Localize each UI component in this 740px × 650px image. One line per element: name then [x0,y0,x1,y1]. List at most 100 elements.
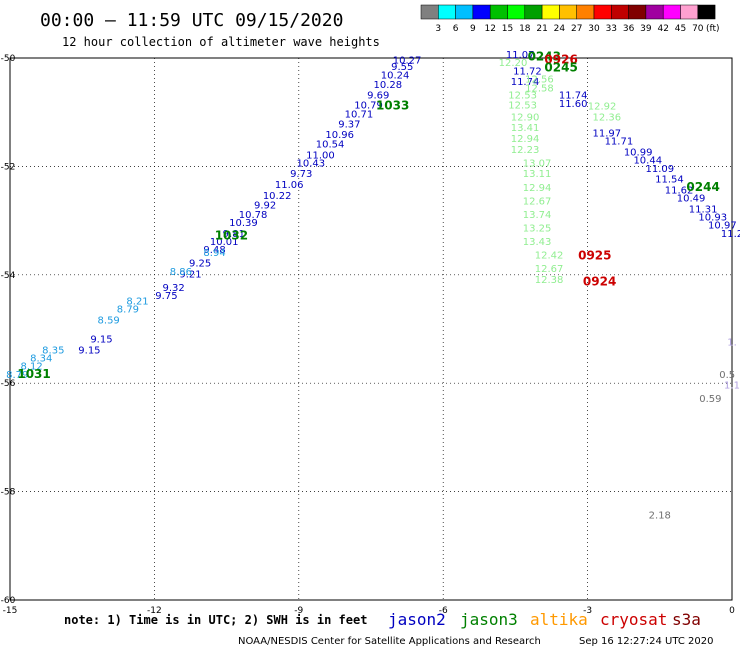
data-point-label: 0.59 [699,394,721,405]
data-point-label: 11.00 [306,150,335,161]
x-tick-label: -6 [439,606,448,616]
data-point-label: 9.69 [367,91,389,102]
pass-label: 0243 [528,50,561,64]
data-point-label: 11.71 [605,137,634,148]
data-point-label: 11.74 [511,77,540,88]
data-point-label: 11.54 [655,175,684,186]
data-point-label: 11.31 [689,204,718,215]
satellite-legend-entry: jason2 [388,610,446,629]
data-point-label: 12.38 [535,275,564,286]
data-point-label: 12.67 [523,196,552,207]
legend-swatch [472,4,491,20]
data-point-label: 10.49 [677,194,706,205]
satellite-legend: jason2 jason3 altika cryosat s3a [388,610,701,629]
legend-label: 70 [692,24,704,34]
y-tick-label: -50 [1,54,16,64]
data-point-label: 12.53 [508,91,537,102]
data-point-label: 9.81 [223,229,245,240]
legend-swatch [524,4,543,20]
data-point-label: 10.39 [229,218,258,229]
legend-swatch [680,4,699,20]
data-point-label: 8.12 [21,362,43,373]
chart-subtitle: 12 hour collection of altimeter wave hei… [62,35,380,49]
data-point-label: 10.01 [210,237,239,248]
y-tick-label: -54 [1,271,16,281]
data-point-label: 13.43 [523,237,552,248]
satellite-legend-entry: cryosat [600,610,667,629]
data-point-label: 12.56 [525,74,554,85]
legend-swatch [593,4,612,20]
data-point-label: 9.15 [90,335,112,346]
data-point-label: 11.09 [645,164,674,175]
x-tick-label: -3 [583,606,592,616]
data-point-label: 12.20 [499,58,528,69]
y-tick-label: -58 [1,488,16,498]
pass-label: 0926 [544,52,577,66]
legend-label: 42 [657,24,668,34]
data-point-label: 11.72 [513,66,542,77]
data-point-label: 12.90 [511,112,540,123]
y-tick-label: -56 [1,379,16,389]
satellite-legend-entry: s3a [672,610,701,629]
data-point-label: 10.93 [698,213,727,224]
data-point-label: 10.97 [708,221,737,232]
pass-label: 1033 [376,98,409,112]
chart-title: 00:00 – 11:59 UTC 09/15/2020 [40,10,343,31]
data-point-label: 8.86 [170,267,192,278]
legend-label: 6 [453,24,459,34]
data-point-label: 0.5 [719,370,735,381]
data-point-label: 12.92 [588,101,617,112]
legend-swatch [628,4,647,20]
pass-label: 1032 [215,229,248,243]
data-point-label: 10.71 [345,110,374,121]
data-point-label: 10.22 [263,191,292,202]
grid-lines [10,58,732,600]
pass-label: 0925 [578,249,611,263]
data-point-label: 9.25 [189,259,211,270]
pass-label: 1031 [17,367,50,381]
legend-swatch [576,4,595,20]
legend-swatch [559,4,577,20]
legend-unit: (ft) [706,24,720,34]
y-tick-label: -60 [1,596,16,606]
data-point-label: 12.53 [508,100,537,111]
legend-label: 30 [588,24,600,34]
data-point-label: 9.37 [338,119,360,130]
legend-swatch [697,4,716,20]
data-points: 10.279.5510.2410.289.6910.7910.719.3710.… [6,50,740,522]
legend-label: 9 [470,24,476,34]
data-point-label: 2.18 [649,511,671,522]
data-point-label: 10.96 [325,130,354,141]
data-point-label: 10.28 [374,80,403,91]
data-point-label: 8.59 [98,316,120,327]
data-point-label: 8.94 [203,248,225,259]
data-point-label: 11.2 [721,229,740,240]
legend-label: 15 [502,24,513,34]
data-point-label: 11.06 [275,180,304,191]
data-point-label: 8.21 [126,297,148,308]
data-point-label: 1. [727,337,737,348]
data-point-label: 13.41 [511,123,540,134]
pass-label: 0245 [544,61,577,75]
pass-label: 0924 [583,275,616,289]
data-point-label: 9.32 [163,283,185,294]
legend-swatch [611,4,629,20]
legend-label: 3 [435,24,441,34]
data-point-label: 12.23 [511,145,540,156]
data-point-label: 13.25 [523,223,552,234]
x-tick-label: 0 [729,606,735,616]
data-point-label: 11.62 [665,186,694,197]
legend-swatch [662,4,681,20]
data-point-label: 10.24 [381,71,410,82]
legend-label: 39 [640,24,652,34]
data-point-label: 12.36 [593,112,622,123]
legend-label: 24 [554,24,566,34]
data-point-label: 12.94 [511,134,540,145]
satellite-legend-entry: jason3 [460,610,518,629]
legend-label: 21 [536,24,547,34]
data-point-label: 9.92 [254,201,276,212]
data-point-label: 8.79 [117,305,139,316]
data-point-label: 9.55 [391,62,413,73]
